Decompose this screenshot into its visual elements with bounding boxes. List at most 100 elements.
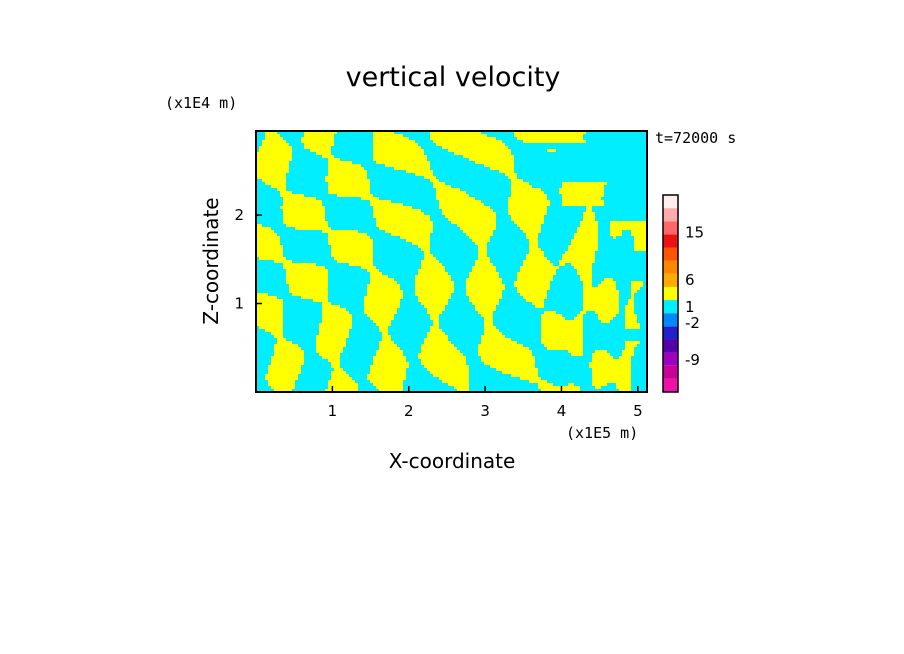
field-cell: [274, 353, 304, 356]
field-cell: [508, 176, 517, 179]
field-cell: [592, 383, 607, 386]
field-cell: [319, 326, 352, 329]
field-cell: [580, 278, 592, 281]
field-cell: [415, 281, 454, 284]
field-cell: [523, 263, 553, 266]
field-cell: [427, 368, 469, 371]
field-cell: [265, 134, 280, 137]
field-cell: [286, 281, 328, 284]
field-cell: [274, 350, 304, 353]
field-cell: [370, 272, 382, 275]
field-cell: [541, 320, 583, 323]
field-cell: [541, 314, 562, 317]
field-cell: [379, 341, 394, 344]
field-cell: [316, 152, 331, 155]
field-cell: [301, 140, 334, 143]
field-cell: [322, 308, 346, 311]
colorbar-segment: [663, 313, 678, 327]
field-cell: [511, 188, 541, 191]
field-cell: [427, 335, 448, 338]
field-cell: [322, 230, 358, 233]
field-cell: [256, 305, 283, 308]
field-cell: [478, 245, 487, 248]
field-cell: [304, 143, 334, 146]
field-cell: [268, 365, 301, 368]
field-cell: [322, 305, 340, 308]
field-cell: [349, 263, 373, 266]
field-cell: [364, 296, 403, 299]
field-cell: [466, 278, 502, 281]
field-cell: [418, 299, 448, 302]
field-cell: [469, 272, 499, 275]
field-cell: [631, 230, 646, 233]
field-cell: [421, 359, 466, 362]
field-cell: [478, 311, 493, 314]
field-cell: [475, 263, 493, 266]
field-cell: [331, 371, 346, 374]
field-cell: [502, 371, 538, 374]
field-cell: [265, 137, 283, 140]
field-cell: [448, 218, 496, 221]
field-cell: [466, 281, 502, 284]
x-tick-label: 1: [328, 402, 338, 420]
field-cell: [370, 368, 406, 371]
field-cell: [544, 311, 556, 314]
field-cell: [265, 329, 283, 332]
colorbar-label: -2: [685, 314, 700, 332]
field-cell: [421, 248, 430, 251]
field-cell: [568, 383, 574, 386]
field-cell: [430, 326, 439, 329]
field-cell: [328, 158, 340, 161]
field-cell: [370, 200, 391, 203]
field-cell: [424, 365, 469, 368]
field-cell: [517, 290, 547, 293]
chart-title: vertical velocity: [346, 62, 561, 93]
field-cell: [508, 200, 550, 203]
field-cell: [256, 170, 289, 173]
field-cell: [328, 173, 367, 176]
field-cell: [526, 299, 544, 302]
field-cell: [373, 359, 406, 362]
field-cell: [433, 374, 469, 377]
field-cell: [265, 374, 298, 377]
field-cell: [583, 302, 619, 305]
field-cell: [478, 350, 532, 353]
field-cell: [625, 311, 634, 314]
field-cell: [283, 203, 322, 206]
colorbar-segment: [663, 286, 678, 301]
field-cell: [370, 380, 403, 383]
field-cell: [616, 383, 631, 386]
field-cell: [631, 287, 640, 290]
field-cell: [328, 164, 361, 167]
field-cell: [583, 296, 619, 299]
field-cell: [478, 347, 529, 350]
field-cell: [334, 257, 373, 260]
field-cell: [415, 173, 433, 176]
field-cell: [517, 275, 553, 278]
field-cell: [331, 377, 352, 380]
field-cell: [256, 320, 283, 323]
field-cell: [511, 191, 544, 194]
field-cell: [475, 242, 487, 245]
field-cell: [541, 335, 583, 338]
field-cell: [511, 182, 529, 185]
field-cell: [442, 212, 496, 215]
field-cell: [436, 191, 466, 194]
field-cell: [295, 227, 331, 230]
field-cell: [421, 350, 460, 353]
field-cell: [592, 353, 610, 356]
field-cell: [325, 176, 367, 179]
field-cell: [256, 173, 286, 176]
field-cell: [433, 323, 439, 326]
field-cell: [457, 389, 469, 392]
field-cell: [280, 206, 325, 209]
field-cell: [256, 251, 283, 254]
field-cell: [496, 368, 538, 371]
field-cell: [424, 251, 430, 254]
field-cell: [523, 230, 541, 233]
x-tick-label: 5: [633, 402, 643, 420]
field-cell: [280, 194, 304, 197]
field-cell: [406, 170, 433, 173]
field-cell: [559, 188, 604, 191]
field-cell: [256, 323, 283, 326]
